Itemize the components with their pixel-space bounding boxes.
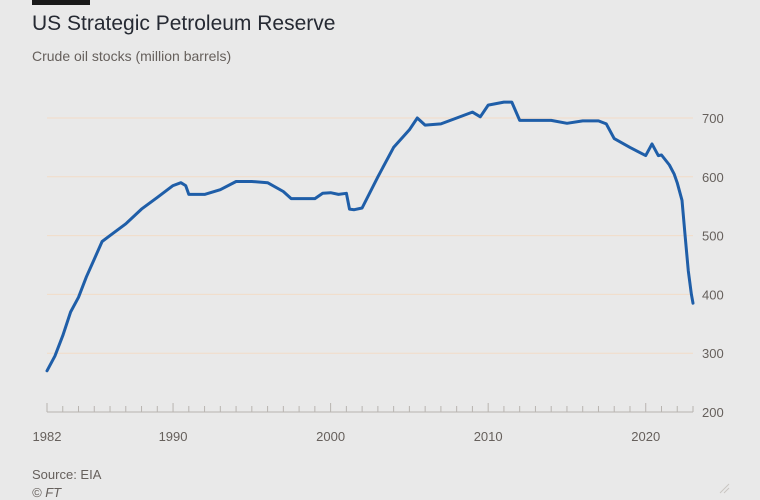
- y-tick-label: 600: [702, 170, 724, 185]
- tick-labels: 200 300 400 500 600 700 1982 1990 2000 2010 2020: [33, 111, 724, 444]
- y-tick-label: 300: [702, 346, 724, 361]
- copyright-note: © FT: [32, 485, 62, 500]
- x-tick-label: 1990: [159, 429, 188, 444]
- series-line: [45, 100, 695, 373]
- x-tick-label: 1982: [33, 429, 62, 444]
- chart-subtitle: Crude oil stocks (million barrels): [32, 48, 232, 64]
- source-note: Source: EIA: [32, 467, 102, 482]
- chart-title: US Strategic Petroleum Reserve: [32, 12, 336, 35]
- header-accent-bar: [32, 0, 90, 5]
- x-tick-label: 2000: [316, 429, 345, 444]
- resize-handle-icon[interactable]: [718, 482, 730, 494]
- x-tick-label: 2010: [474, 429, 503, 444]
- x-tick-label: 2020: [631, 429, 660, 444]
- x-axis: [46, 403, 694, 412]
- y-tick-label: 500: [702, 229, 724, 244]
- y-tick-label: 200: [702, 405, 724, 420]
- series-layer: [45, 100, 695, 373]
- y-tick-label: 400: [702, 287, 724, 302]
- y-tick-label: 700: [702, 111, 724, 126]
- grid-lines: [47, 117, 693, 413]
